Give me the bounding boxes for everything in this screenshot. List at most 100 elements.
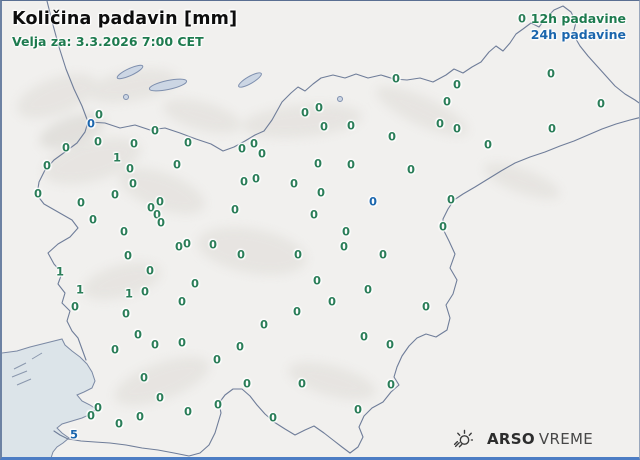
station-value: 0 — [156, 215, 166, 230]
station-value: 0 — [86, 408, 96, 423]
station-value: 0 — [183, 404, 193, 419]
station-value: 0 — [61, 140, 71, 155]
station-value: 0 — [313, 156, 323, 171]
station-value: 0 — [135, 409, 145, 424]
coastline — [2, 338, 97, 457]
station-value: 5 — [69, 427, 79, 442]
station-value: 0 — [110, 342, 120, 357]
station-value: 0 — [212, 352, 222, 367]
sea-area — [2, 339, 96, 457]
station-value: 0 — [339, 239, 349, 254]
station-value: 0 — [547, 121, 557, 136]
station-value: 0 — [452, 121, 462, 136]
legend: 12h padavine 24h padavine — [531, 11, 626, 43]
station-value: 0 — [346, 118, 356, 133]
station-value: 0 — [94, 107, 104, 122]
station-value: 0 — [129, 136, 139, 151]
legend-item-24h: 24h padavine — [530, 27, 626, 42]
station-value: 0 — [546, 66, 556, 81]
station-value: 0 — [391, 71, 401, 86]
station-value: 0 — [88, 212, 98, 227]
station-value: 0 — [121, 306, 131, 321]
logo-text: ARSO VREME — [487, 430, 593, 448]
station-value: 0 — [93, 400, 103, 415]
station-value: 0 — [319, 119, 329, 134]
legend-item-12h: 12h padavine — [530, 11, 626, 26]
validity-timestamp: Velja za: 3.3.2026 7:00 CET — [12, 34, 204, 49]
station-value: 0 — [446, 192, 456, 207]
station-value: 0 — [145, 263, 155, 278]
station-value: 0 — [249, 136, 259, 151]
station-value: 0 — [93, 134, 103, 149]
station-value: 0 — [438, 219, 448, 234]
station-value: 0 — [174, 239, 184, 254]
lakes — [116, 64, 343, 102]
station-value: 0 — [146, 200, 156, 215]
station-value: 0 — [190, 276, 200, 291]
station-value: 0 — [406, 162, 416, 177]
station-value: 0 — [183, 135, 193, 150]
logo-brand: ARSO — [486, 430, 535, 448]
station-value: 0 — [387, 129, 397, 144]
station-value: 0 — [236, 247, 246, 262]
station-value: 1 — [112, 150, 122, 165]
station-value: 0 — [140, 284, 150, 299]
station-value: 0 — [385, 337, 395, 352]
station-value: 0 — [177, 335, 187, 350]
station-value: 0 — [596, 96, 606, 111]
map-header: Količina padavin [mm] Velja za: 3.3.2026… — [12, 9, 237, 49]
station-value: 0 — [327, 294, 337, 309]
station-value: 0 — [42, 158, 52, 173]
station-value: 0 — [235, 339, 245, 354]
station-value: 0 — [230, 202, 240, 217]
station-value: 1 — [124, 286, 134, 301]
station-value: 0 — [182, 236, 192, 251]
station-value: 0 — [314, 100, 324, 115]
station-value: 0 — [128, 176, 138, 191]
station-value: 0 — [297, 376, 307, 391]
station-value: 0 — [316, 185, 326, 200]
station-value: 0 — [177, 294, 187, 309]
station-value: 0 — [259, 317, 269, 332]
station-value: 0 — [312, 273, 322, 288]
station-value: 0 — [359, 329, 369, 344]
station-value: 0 — [119, 224, 129, 239]
station-value: 0 — [123, 248, 133, 263]
station-value: 0 — [239, 174, 249, 189]
station-value: 1 — [55, 264, 65, 279]
station-value: 0 — [213, 397, 223, 412]
station-value: 0 — [300, 105, 310, 120]
station-value: 0 — [150, 123, 160, 138]
country-borders — [36, 1, 639, 457]
station-value: 0 — [442, 94, 452, 109]
logo-product: VREME — [538, 430, 593, 448]
station-value: 0 — [341, 224, 351, 239]
station-value: 0 — [421, 299, 431, 314]
station-value: 0 — [208, 237, 218, 252]
station-value: 0 — [155, 194, 165, 209]
station-value: 0 — [386, 377, 396, 392]
sun-rays-icon — [453, 429, 473, 448]
station-value: 1 — [75, 282, 85, 297]
station-value: 0 — [152, 207, 162, 222]
station-value: 0 — [139, 370, 149, 385]
station-value: 0 — [452, 77, 462, 92]
station-value: 0 — [289, 176, 299, 191]
station-value: 0 — [70, 299, 80, 314]
station-value: 0 — [346, 157, 356, 172]
station-value: 0 — [517, 11, 527, 26]
station-value: 0 — [353, 402, 363, 417]
station-value: 0 — [150, 337, 160, 352]
station-value: 0 — [76, 195, 86, 210]
station-value: 0 — [242, 376, 252, 391]
station-value: 0 — [125, 161, 135, 176]
station-value: 0 — [251, 171, 261, 186]
station-value: 0 — [368, 194, 378, 209]
station-value: 0 — [114, 416, 124, 431]
station-value: 0 — [110, 187, 120, 202]
station-value: 0 — [378, 247, 388, 262]
station-value: 0 — [155, 390, 165, 405]
